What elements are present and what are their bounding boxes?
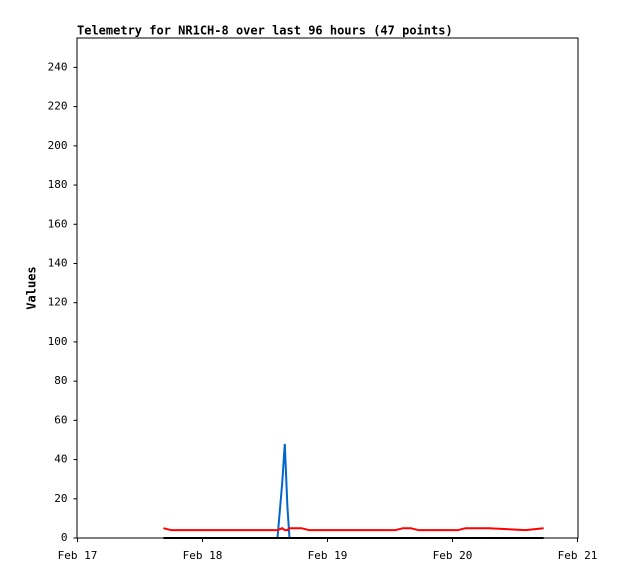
y-tick-label: 160	[48, 217, 68, 230]
y-tick-label: 20	[54, 492, 67, 505]
x-tick-label: Feb 19	[308, 549, 348, 562]
x-tick-label: Feb 20	[433, 549, 473, 562]
y-tick-label: 80	[54, 374, 67, 387]
x-tick-label: Feb 21	[558, 549, 598, 562]
y-tick-label: 240	[48, 60, 68, 73]
y-tick-label: 100	[48, 335, 68, 348]
y-axis-label: Values	[25, 266, 39, 309]
y-tick-label: 40	[54, 453, 67, 466]
x-tick-label: Feb 18	[183, 549, 223, 562]
y-tick-label: 140	[48, 256, 68, 269]
y-tick-label: 180	[48, 178, 68, 191]
y-tick-label: 0	[61, 531, 68, 544]
y-tick-label: 220	[48, 100, 68, 113]
chart-title: Telemetry for NR1CH-8 over last 96 hours…	[77, 24, 453, 38]
series-line	[163, 527, 544, 532]
y-tick-label: 60	[54, 413, 67, 426]
plot-frame	[76, 37, 579, 539]
x-tick-label: Feb 17	[58, 549, 98, 562]
y-tick-label: 120	[48, 296, 68, 309]
y-tick-label: 200	[48, 139, 68, 152]
